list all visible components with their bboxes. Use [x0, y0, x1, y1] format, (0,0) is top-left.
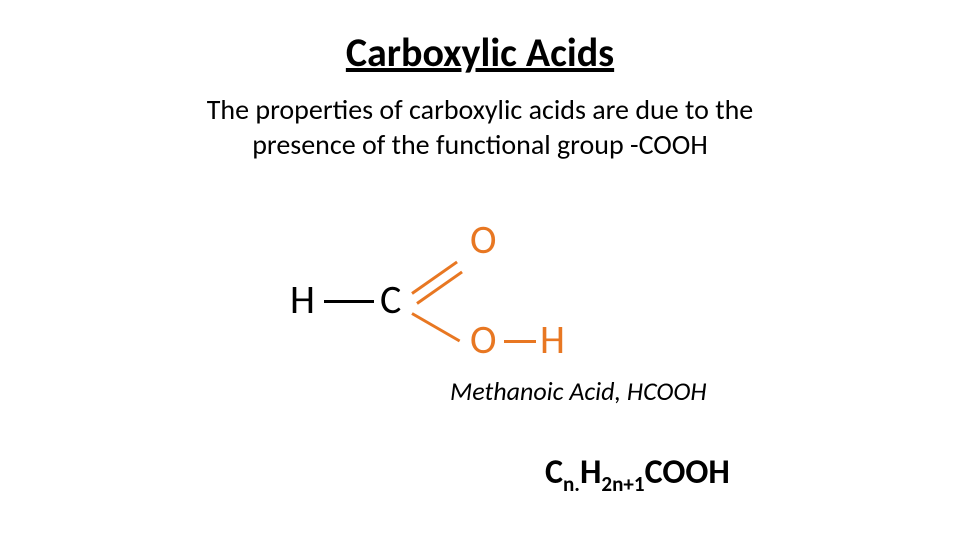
atom-O-right: O — [470, 320, 496, 360]
formula-part-1: C — [545, 452, 563, 493]
page-title: Carboxylic Acids — [0, 28, 960, 77]
subtitle: The properties of carboxylic acids are d… — [0, 92, 960, 162]
formula-sub-1: n. — [563, 471, 580, 497]
atom-O-top: O — [470, 220, 496, 260]
slide: Carboxylic Acids The properties of carbo… — [0, 0, 960, 540]
atom-H-left: H — [290, 280, 315, 320]
atom-C: C — [380, 280, 401, 320]
bond-O-H — [504, 340, 536, 343]
bond-H-C — [324, 300, 374, 303]
formula-part-2: H — [580, 452, 601, 493]
formula-part-3: COOH — [645, 452, 730, 493]
subtitle-line-2: presence of the functional group -COOH — [252, 127, 708, 162]
molecule-diagram: H C O O H — [290, 220, 690, 360]
bond-C-O-single — [411, 312, 460, 342]
molecule-caption: Methanoic Acid, HCOOH — [450, 375, 707, 407]
general-formula: Cn.H2n+1COOH — [545, 452, 730, 493]
atom-H-right: H — [540, 320, 565, 360]
formula-sub-2: 2n+1 — [601, 471, 644, 497]
subtitle-line-1: The properties of carboxylic acids are d… — [207, 92, 753, 127]
